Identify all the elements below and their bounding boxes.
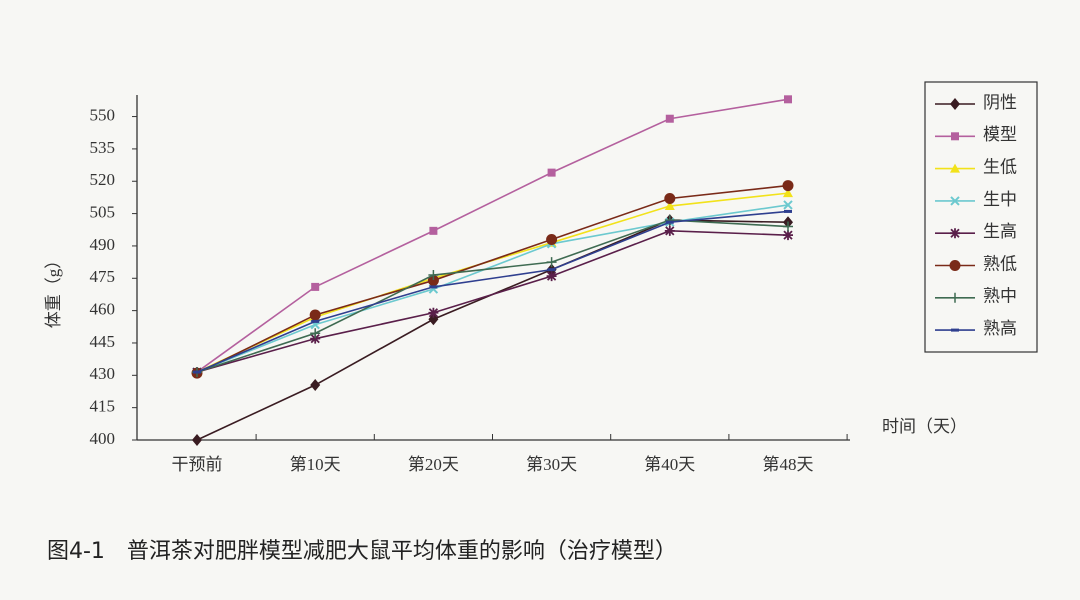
marker [310,379,321,392]
marker [547,168,556,177]
legend-label: 模型 [983,125,1017,144]
marker [428,270,439,281]
marker [546,257,557,268]
legend-label: 熟低 [983,253,1017,273]
y-tick-label: 400 [90,429,116,448]
marker [784,95,792,104]
marker [782,180,794,192]
marker [310,333,321,344]
series-line [196,230,789,373]
y-axis-label: 体重（g） [44,252,63,329]
series-line [196,204,789,373]
y-tick-label: 475 [90,267,116,286]
legend-label: 生低 [983,158,1017,177]
x-tick-label: 第40天 [644,455,695,474]
marker [311,282,320,291]
y-tick-label: 505 [90,203,116,222]
x-tick-label: 第30天 [526,455,577,474]
marker [665,114,674,123]
legend-label: 生中 [983,190,1017,209]
marker [546,233,558,245]
y-tick-label: 490 [90,235,116,254]
series-line [196,219,789,373]
y-tick-label: 415 [90,397,116,416]
marker [950,98,960,110]
marker [546,271,557,282]
marker [193,370,201,374]
y-tick-label: 550 [90,105,116,124]
marker [664,193,676,204]
marker [429,285,438,289]
x-tick-label: 第10天 [290,455,341,474]
marker [950,292,960,303]
x-axis-label: 时间（天） [882,417,967,436]
marker [664,225,675,236]
marker [310,328,321,339]
marker [311,319,320,323]
series-line [196,184,789,374]
marker [547,268,556,272]
x-tick-label: 第48天 [763,455,814,474]
y-tick-label: 445 [90,332,116,351]
x-tick-label: 第20天 [408,455,459,474]
series-line [196,98,789,373]
y-tick-label: 520 [90,170,116,189]
marker [783,221,793,232]
y-tick-label: 535 [90,138,116,157]
series-line [196,210,789,373]
marker [951,328,959,332]
legend-label: 熟中 [983,286,1017,306]
marker [429,226,438,235]
marker [784,209,792,213]
marker [950,196,960,206]
marker [949,260,961,271]
marker [951,132,959,141]
marker [665,220,674,224]
y-tick-label: 430 [90,364,116,383]
x-tick-label: 干预前 [172,455,223,474]
legend-label: 阴性 [983,93,1017,112]
marker [428,307,439,318]
marker [664,201,675,211]
marker [309,309,321,321]
legend-label: 生高 [983,222,1017,241]
chart-title: 图4-1 普洱茶对肥胖模型减肥大鼠平均体重的影响（治疗模型） [47,539,677,564]
marker [783,200,793,210]
marker [950,163,960,173]
legend-box [924,81,1038,353]
legend-label: 熟高 [983,318,1017,338]
marker [192,434,202,446]
marker [950,228,960,239]
marker [783,188,793,198]
y-tick-label: 460 [90,300,116,319]
marker [783,230,793,241]
marker [427,274,439,286]
